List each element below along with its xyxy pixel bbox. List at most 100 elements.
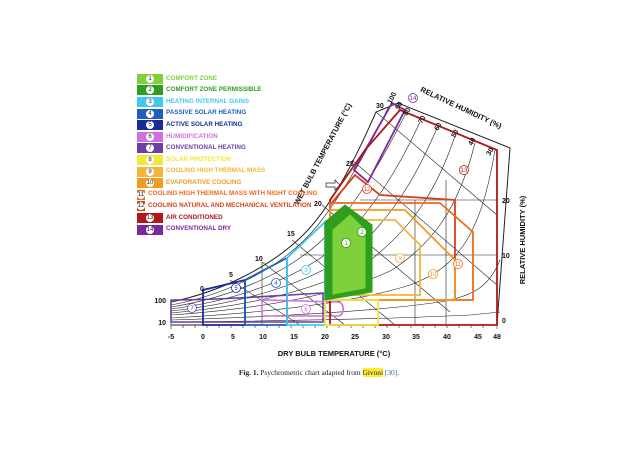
legend-item: 1 COMFORT ZONE bbox=[137, 73, 287, 85]
zone-comfort bbox=[332, 214, 366, 295]
x-tick-label: 40 bbox=[443, 334, 451, 341]
x-tick-label: 20 bbox=[321, 334, 329, 341]
left-tick-label: 10 bbox=[158, 320, 166, 327]
rh-tick-label: 80 bbox=[403, 107, 413, 117]
legend-number: 14 bbox=[146, 225, 154, 234]
rh-tick-label: 40 bbox=[468, 137, 478, 147]
zone-marker-10: 10 bbox=[430, 272, 437, 278]
right-tick-label: 20 bbox=[502, 198, 510, 205]
x-tick-label: 0 bbox=[201, 334, 205, 341]
wb-tick-label: 10 bbox=[255, 256, 263, 263]
rh-tick-label: 30 bbox=[486, 147, 496, 157]
legend-label: EVAPORATIVE COOLING bbox=[166, 178, 242, 186]
caption-fig-label: Fig. 1. bbox=[238, 368, 259, 377]
legend-number: 8 bbox=[146, 155, 154, 164]
legend-number: 1 bbox=[146, 74, 154, 83]
rh-tick-label: 50 bbox=[451, 129, 461, 139]
rh-curve-30 bbox=[170, 149, 496, 319]
legend-swatch: 5 bbox=[137, 120, 163, 131]
legend-item: 7 CONVENTIONAL HEATING bbox=[137, 143, 287, 155]
legend-label: HUMIDIFICATION bbox=[166, 132, 218, 140]
x-tick-label: 15 bbox=[290, 334, 298, 341]
legend-number: 2 bbox=[146, 86, 154, 95]
legend-swatch: 10 bbox=[137, 178, 163, 189]
saturation-curve bbox=[170, 102, 511, 326]
legend-swatch: 1 bbox=[137, 73, 163, 84]
legend-swatch: 9 bbox=[137, 166, 163, 177]
rh-tick-label: 60 bbox=[434, 122, 444, 132]
legend-item: 6 HUMIDIFICATION bbox=[137, 131, 287, 143]
legend-label: HEATING INTERNAL GAINS bbox=[166, 97, 250, 105]
legend-swatch: 8 bbox=[137, 154, 163, 165]
legend-item: 8 SOLAR PROTECTION bbox=[137, 154, 287, 166]
zone-conventional-heating bbox=[170, 292, 324, 323]
legend-swatch: 2 bbox=[137, 85, 163, 96]
wb-tick-label: 15 bbox=[287, 231, 295, 238]
zone-marker-7: 7 bbox=[190, 306, 194, 312]
legend-number: 7 bbox=[146, 144, 154, 153]
zone-solar-protection bbox=[324, 299, 379, 326]
legend-swatch: 14 bbox=[137, 224, 163, 235]
legend-label: COMFORT ZONE bbox=[166, 74, 218, 82]
legend-number: 6 bbox=[146, 132, 154, 141]
legend-swatch: 11 bbox=[137, 189, 145, 200]
rh-curve-50 bbox=[170, 135, 456, 314]
wb-tick-label: 25 bbox=[346, 161, 354, 168]
legend-item: 14 CONVENTIONAL DRY bbox=[137, 224, 287, 236]
legend-swatch: 13 bbox=[137, 212, 163, 223]
legend-item: 2 COMFORT ZONE PERMISSIBLE bbox=[137, 85, 287, 97]
zone-marker-12: 12 bbox=[364, 187, 371, 193]
caption-text: Psychrometric chart adapted from bbox=[260, 368, 363, 377]
x-tick-label: 45 bbox=[474, 334, 482, 341]
rh-tick-labels: 100 90 80 70 60 50 40 30 bbox=[387, 91, 496, 157]
legend-label: CONVENTIONAL DRY bbox=[166, 225, 232, 233]
x-tick-label: 48 bbox=[493, 334, 501, 341]
legend: 1 COMFORT ZONE 2 COMFORT ZONE PERMISSIBLE 3 H… bbox=[137, 73, 318, 236]
wb-line-30 bbox=[375, 111, 498, 216]
legend-item: 4 PASSIVE SOLAR HEATING bbox=[137, 108, 287, 120]
rh-tick-label: 90 bbox=[395, 101, 405, 111]
wb-line-5 bbox=[229, 279, 301, 326]
legend-number: 12 bbox=[137, 202, 145, 211]
legend-number: 5 bbox=[146, 121, 154, 130]
zone-marker-14: 14 bbox=[410, 96, 417, 102]
zone-marker-9: 9 bbox=[398, 256, 402, 262]
legend-number: 3 bbox=[146, 97, 154, 106]
zone-marker-6: 6 bbox=[304, 307, 308, 313]
x-tick-label: 35 bbox=[412, 334, 420, 341]
x-tick-label: 30 bbox=[382, 334, 390, 341]
legend-label: COMFORT ZONE PERMISSIBLE bbox=[166, 86, 262, 94]
legend-swatch: 4 bbox=[137, 108, 163, 119]
legend-item: 10 EVAPORATIVE COOLING bbox=[137, 177, 287, 189]
legend-swatch: 12 bbox=[137, 201, 145, 212]
zone-passive-solar-heating bbox=[244, 256, 288, 326]
right-axis-title: RELATIVE HUMIDITY (%) bbox=[518, 195, 527, 284]
figure-caption: Fig. 1. Psychrometric chart adapted from… bbox=[0, 368, 638, 377]
right-tick-label: 10 bbox=[502, 253, 510, 260]
legend-item: 3 HEATING INTERNAL GAINS bbox=[137, 96, 287, 108]
x-axis-title: DRY BULB TEMPERATURE (°C) bbox=[278, 349, 391, 358]
legend-label: ACTIVE SOLAR HEATING bbox=[166, 120, 243, 128]
caption-reference-link[interactable]: [30] bbox=[384, 368, 398, 377]
rh-tick-label: 70 bbox=[418, 115, 428, 125]
legend-item: 12 COOLING NATURAL AND MECHANICAL VENTILA… bbox=[137, 201, 311, 213]
zone-marker-1: 1 bbox=[344, 241, 348, 247]
legend-label: PASSIVE SOLAR HEATING bbox=[166, 109, 247, 117]
zone-marker-5: 5 bbox=[234, 286, 238, 292]
x-tick-labels: -5 0 5 10 15 20 25 30 35 40 45 48 bbox=[168, 334, 501, 341]
zone-marker-3: 3 bbox=[304, 268, 308, 274]
legend-swatch: 6 bbox=[137, 131, 163, 142]
wb-tick-label: 5 bbox=[229, 272, 233, 279]
zone-marker-4: 4 bbox=[274, 281, 278, 287]
legend-number: 10 bbox=[146, 179, 154, 188]
zone-markers: 1 2 3 4 5 6 7 9 10 11 12 13 14 bbox=[187, 93, 469, 314]
arrow-icon bbox=[325, 179, 341, 191]
zone-marker-11: 11 bbox=[455, 262, 462, 268]
x-tick-label: 25 bbox=[351, 334, 359, 341]
wb-tick-label: 0 bbox=[200, 286, 204, 293]
wb-tick-label: 20 bbox=[314, 201, 322, 208]
legend-swatch: 3 bbox=[137, 96, 163, 107]
x-ticks-marks bbox=[170, 325, 498, 329]
zone-marker-2: 2 bbox=[360, 230, 364, 236]
